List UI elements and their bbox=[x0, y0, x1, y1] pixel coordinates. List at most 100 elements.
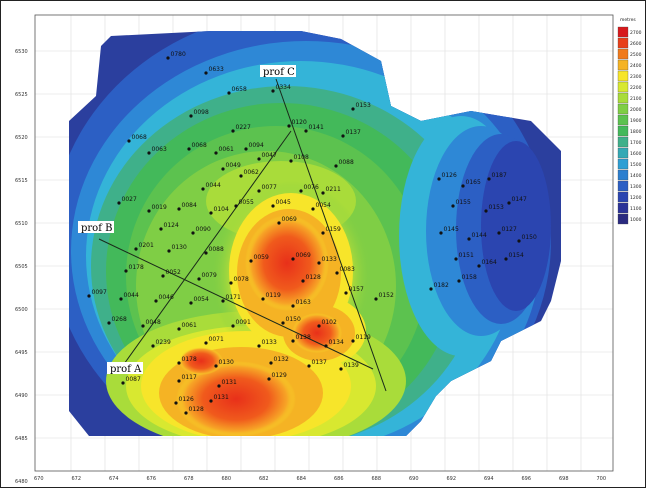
well-point bbox=[261, 297, 265, 301]
x-tick-label: 696 bbox=[522, 476, 532, 482]
well-point bbox=[189, 114, 193, 118]
well-label: 0120 bbox=[292, 119, 307, 126]
profile-line-a bbox=[118, 130, 292, 372]
well-label: 0045 bbox=[276, 199, 291, 206]
well-point bbox=[257, 344, 261, 348]
well-point bbox=[429, 287, 433, 291]
well-point bbox=[117, 201, 121, 205]
well-label: 0780 bbox=[171, 51, 186, 58]
well-point bbox=[214, 364, 218, 368]
well-point bbox=[277, 221, 281, 225]
well-label: 0159 bbox=[326, 226, 341, 233]
well-point bbox=[271, 204, 275, 208]
y-tick-label: 6480 bbox=[15, 479, 28, 485]
legend-value: 1100 bbox=[630, 206, 642, 212]
legend-value: 2500 bbox=[630, 52, 642, 58]
well-label: 0129 bbox=[272, 372, 287, 379]
well-point bbox=[166, 56, 170, 60]
well-point bbox=[324, 344, 328, 348]
well-point bbox=[249, 259, 253, 263]
well-label: 0130 bbox=[172, 244, 187, 251]
well-point bbox=[177, 207, 181, 211]
well-label: 0141 bbox=[309, 124, 324, 131]
x-tick-label: 688 bbox=[372, 476, 382, 482]
well-label: 0145 bbox=[444, 226, 459, 233]
well-point bbox=[335, 271, 339, 275]
profile-label-a: prof A bbox=[110, 364, 142, 375]
y-tick-label: 6500 bbox=[15, 307, 28, 313]
well-label: 0044 bbox=[206, 182, 221, 189]
well-point bbox=[457, 279, 461, 283]
legend-swatch bbox=[617, 202, 629, 214]
well-point bbox=[517, 239, 521, 243]
well-label: 0059 bbox=[254, 254, 269, 261]
x-tick-label: 686 bbox=[334, 476, 344, 482]
well-label: 0131 bbox=[222, 379, 237, 386]
legend-value: 1200 bbox=[630, 195, 642, 201]
legend-value: 1700 bbox=[630, 140, 642, 146]
well-point bbox=[289, 159, 293, 163]
well-label: 0076 bbox=[304, 184, 319, 191]
well-label: 0091 bbox=[236, 319, 251, 326]
well-point bbox=[217, 384, 221, 388]
well-point bbox=[151, 344, 155, 348]
well-label: 0078 bbox=[234, 276, 249, 283]
well-label: 0046 bbox=[159, 294, 174, 301]
legend-swatch bbox=[617, 37, 629, 49]
well-point bbox=[229, 281, 233, 285]
well-point bbox=[147, 209, 151, 213]
x-tick-label: 694 bbox=[484, 476, 494, 482]
well-point bbox=[227, 91, 231, 95]
legend-value: 2200 bbox=[630, 85, 642, 91]
well-label: 0071 bbox=[209, 336, 224, 343]
well-point bbox=[339, 367, 343, 371]
well-label: 0047 bbox=[262, 152, 277, 159]
well-point bbox=[154, 299, 158, 303]
well-point bbox=[461, 184, 465, 188]
well-label: 0084 bbox=[182, 202, 197, 209]
well-point bbox=[321, 191, 325, 195]
well-label: 0164 bbox=[482, 259, 497, 266]
well-label: 0062 bbox=[244, 169, 259, 176]
well-point bbox=[267, 377, 271, 381]
well-point bbox=[221, 299, 225, 303]
profile-line-b bbox=[98, 238, 374, 370]
well-label: 0334 bbox=[276, 84, 291, 91]
well-label: 0126 bbox=[442, 172, 457, 179]
legend-value: 2100 bbox=[630, 96, 642, 102]
well-point bbox=[334, 164, 338, 168]
depth-surface bbox=[69, 31, 561, 436]
well-label: 0131 bbox=[214, 394, 229, 401]
legend-value: 1000 bbox=[630, 217, 642, 223]
legend-swatch bbox=[617, 158, 629, 170]
well-label: 0048 bbox=[146, 319, 161, 326]
x-tick-label: 690 bbox=[409, 476, 419, 482]
well-point bbox=[451, 204, 455, 208]
well-label: 0658 bbox=[232, 86, 247, 93]
well-point bbox=[507, 201, 511, 205]
x-tick-label: 682 bbox=[259, 476, 269, 482]
y-tick-label: 6515 bbox=[15, 178, 28, 184]
well-point bbox=[147, 151, 151, 155]
well-label: 0119 bbox=[266, 292, 281, 299]
well-label: 0157 bbox=[349, 286, 364, 293]
well-point bbox=[477, 264, 481, 268]
well-point bbox=[321, 231, 325, 235]
well-label: 0150 bbox=[286, 316, 301, 323]
well-label: 0088 bbox=[339, 159, 354, 166]
well-point bbox=[119, 297, 123, 301]
well-label: 0151 bbox=[459, 252, 474, 259]
x-tick-label: 676 bbox=[147, 476, 157, 482]
profile-label-c: prof C bbox=[263, 67, 295, 78]
well-point bbox=[487, 177, 491, 181]
legend-swatch bbox=[617, 180, 629, 192]
well-point bbox=[187, 147, 191, 151]
legend-swatch bbox=[617, 59, 629, 71]
well-label: 0132 bbox=[274, 356, 289, 363]
well-point bbox=[174, 401, 178, 405]
well-label: 0124 bbox=[164, 222, 179, 229]
legend-swatch bbox=[617, 114, 629, 126]
well-label: 0027 bbox=[122, 196, 137, 203]
well-point bbox=[439, 231, 443, 235]
